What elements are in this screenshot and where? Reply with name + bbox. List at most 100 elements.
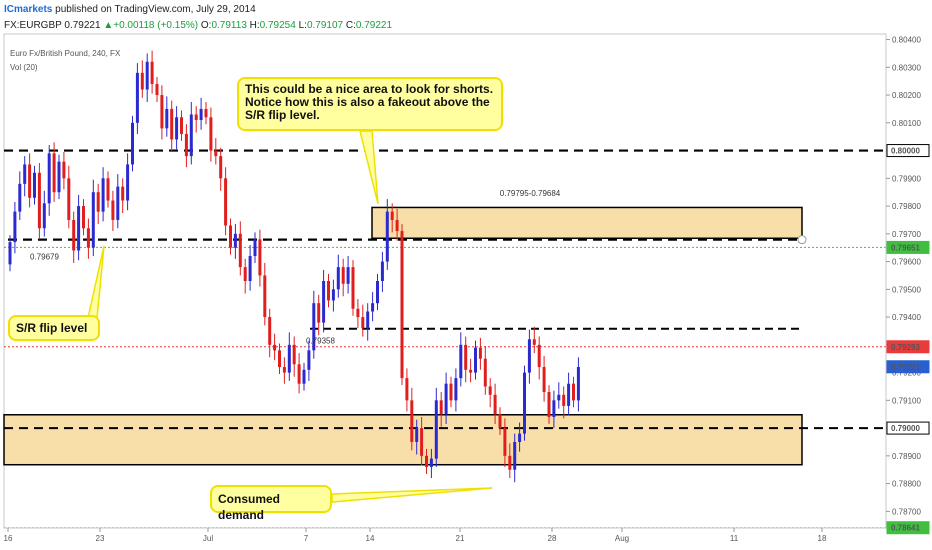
price-tag	[886, 240, 930, 254]
candle-body	[140, 72, 144, 90]
candle-body	[527, 339, 531, 373]
candle-body	[77, 206, 81, 251]
candle-body	[302, 369, 306, 384]
x-tick-label: Jul	[203, 534, 213, 543]
candle-body	[503, 428, 507, 456]
candle-body	[52, 153, 56, 193]
close-value: 0.79221	[355, 20, 393, 31]
x-tick-label: 14	[366, 534, 375, 543]
candle-body	[126, 164, 130, 201]
publisher-name[interactable]: ICmarkets	[4, 4, 53, 15]
candle-body	[238, 233, 242, 268]
price-tag-label: 0.79000	[891, 424, 920, 433]
candle-body	[429, 458, 433, 467]
candle-body	[165, 108, 169, 129]
candle-body	[278, 350, 281, 368]
candle-body	[537, 344, 541, 368]
candle-body	[390, 211, 394, 220]
candle-body	[42, 203, 46, 229]
supply-zone	[371, 206, 803, 240]
price-tag-label: 0.79651	[891, 243, 920, 252]
candle-body	[351, 267, 355, 309]
candle-body	[341, 267, 345, 284]
x-tick-label: 18	[818, 534, 827, 543]
candle-body	[106, 178, 110, 201]
candle-body	[547, 392, 551, 417]
candle-body	[322, 281, 326, 323]
candle-body	[336, 267, 340, 290]
candle-body	[18, 183, 22, 212]
y-tick-label: 0.79500	[892, 285, 921, 294]
y-tick-label: 0.80400	[892, 36, 921, 45]
candle-body	[454, 378, 458, 401]
price-tag	[886, 521, 930, 535]
candle-body	[405, 378, 409, 401]
candle-body	[464, 344, 468, 370]
x-tick-label: 21	[456, 534, 465, 543]
annotation-consumed-demand[interactable]: Consumed demand	[210, 485, 332, 522]
x-tick-label: 11	[730, 534, 739, 543]
candle-body	[346, 267, 350, 284]
candle-body	[508, 455, 512, 470]
candle-body	[82, 206, 85, 229]
candle-body	[444, 383, 448, 415]
symbol-label: FX:EURGBP	[4, 20, 62, 31]
candle-body	[184, 133, 188, 157]
high-label: H:	[249, 20, 260, 31]
candle-body	[327, 281, 330, 301]
annotation-shorts[interactable]: This could be a nice area to look for sh…	[237, 77, 503, 131]
candle-body	[199, 108, 203, 121]
close-label: C:	[345, 20, 356, 31]
price-tag-label: 0.79293	[891, 343, 920, 352]
demand-pointer	[331, 487, 493, 503]
candle-body	[410, 400, 414, 442]
y-tick-label: 0.79400	[892, 313, 921, 322]
price-tag-label: 0.79221	[891, 363, 920, 372]
candle-body	[229, 225, 232, 248]
line-handle	[797, 235, 807, 245]
candle-body	[155, 83, 159, 96]
pair-title: Euro Fx/British Pound, 240, FX	[10, 49, 121, 58]
candle-body	[478, 347, 482, 359]
y-tick-label: 0.78900	[892, 452, 921, 461]
candle-body	[121, 186, 125, 201]
candle-body	[233, 233, 237, 248]
candle-body	[523, 372, 526, 434]
candle-body	[331, 289, 335, 301]
candle-body	[160, 95, 164, 129]
candle-body	[101, 178, 105, 212]
candle-body	[131, 122, 134, 165]
candle-body	[498, 414, 502, 429]
level-label-0.79358: 0.79358	[306, 337, 335, 346]
candle-body	[13, 211, 17, 243]
low-label: L:	[298, 20, 307, 31]
x-tick-label: 28	[548, 534, 557, 543]
candle-body	[33, 172, 36, 198]
candle-body	[425, 455, 428, 467]
quote-line: FX:EURGBP 0.79221 ▲+0.00118 (+0.15%) O:0…	[4, 20, 392, 31]
candle-body	[37, 172, 41, 229]
y-tick-label: 0.80100	[892, 119, 921, 128]
candle-body	[282, 367, 286, 373]
y-tick-label: 0.79600	[892, 258, 921, 267]
annotation-flip-level[interactable]: S/R flip level	[8, 315, 100, 341]
publish-line: ICmarkets published on TradingView.com, …	[4, 4, 256, 15]
y-tick-label: 0.80200	[892, 91, 921, 100]
candle-body	[62, 161, 66, 179]
level-label-0.79679: 0.79679	[30, 253, 59, 262]
candle-body	[214, 150, 218, 157]
candle-body	[67, 178, 71, 220]
candle-body	[72, 219, 76, 251]
candle-body	[204, 108, 208, 118]
price-tag-label: 0.80000	[891, 147, 920, 156]
candle-body	[434, 400, 438, 459]
x-tick-label: 7	[304, 534, 309, 543]
candle-body	[312, 303, 316, 351]
candle-body	[415, 428, 419, 442]
price-tag	[886, 421, 930, 435]
low-value: 0.79107	[306, 20, 344, 31]
candle-body	[194, 114, 198, 121]
zone-label: 0.79795-0.79684	[500, 189, 561, 198]
candle-body	[175, 117, 179, 140]
